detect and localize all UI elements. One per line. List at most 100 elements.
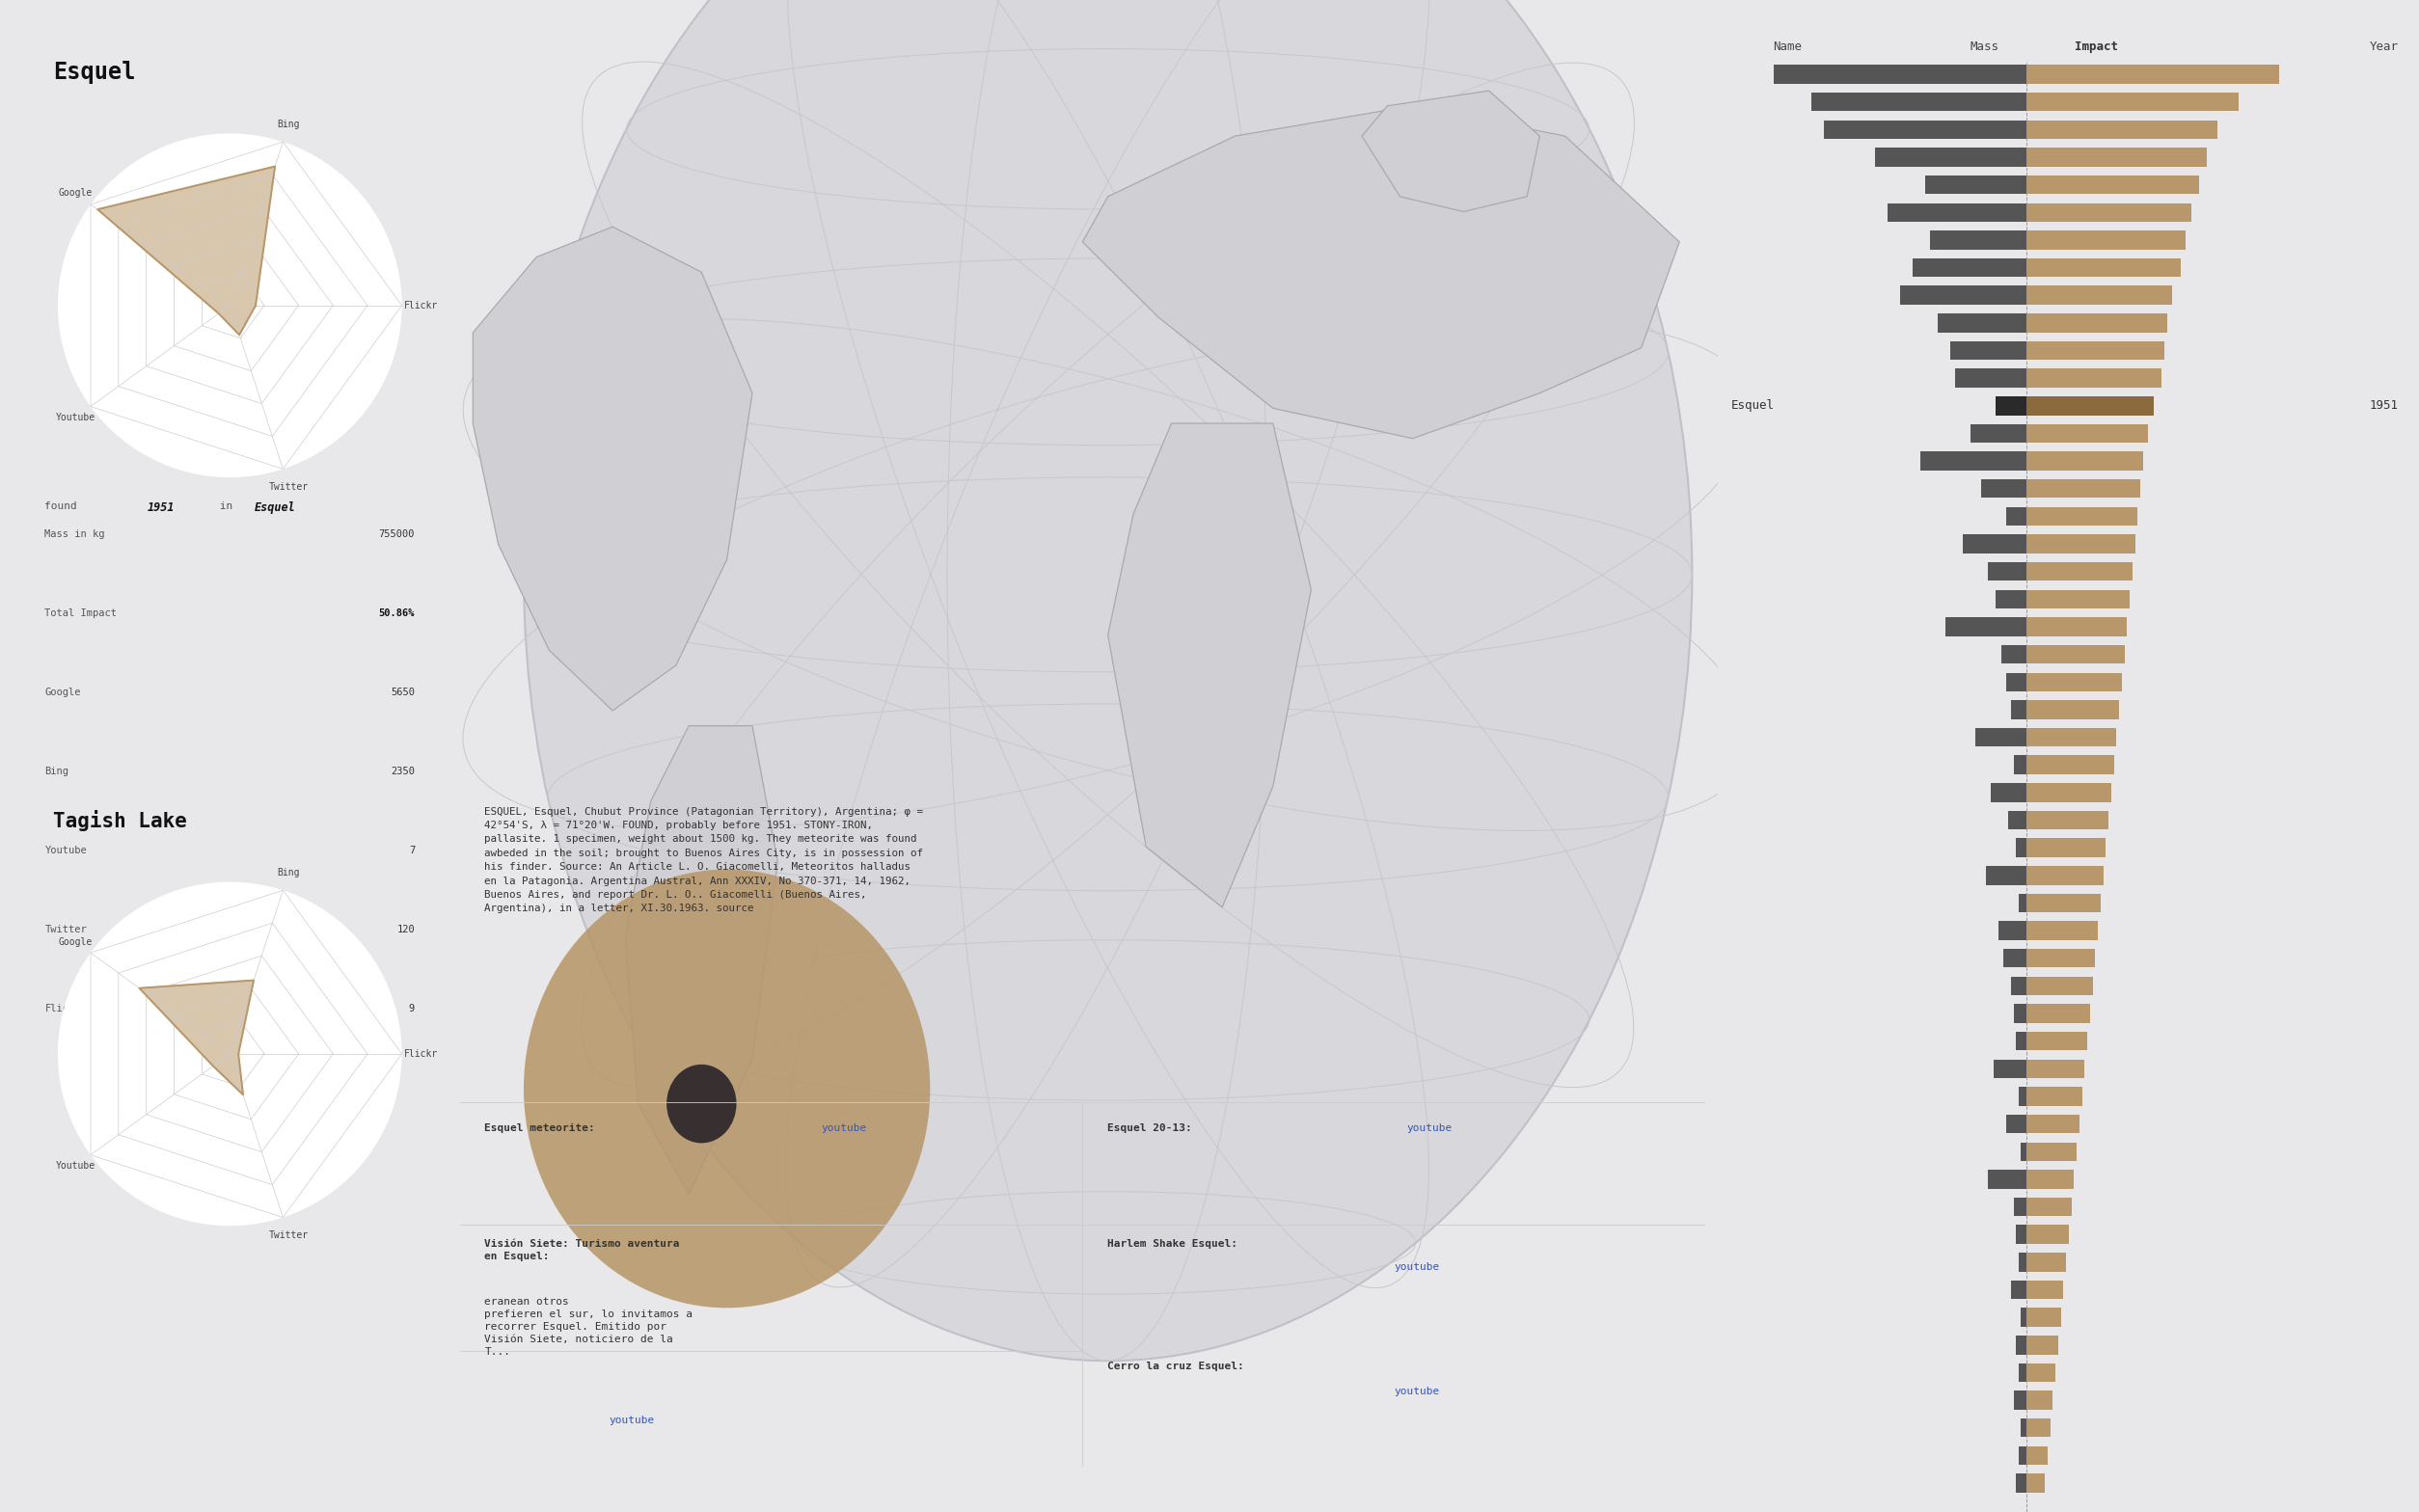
Bar bbox=[2027, 894, 2100, 912]
Bar bbox=[1955, 369, 2027, 387]
Text: 1951: 1951 bbox=[2368, 399, 2397, 413]
Text: Year: Year bbox=[2371, 41, 2397, 53]
Bar bbox=[2017, 1364, 2027, 1382]
Text: Mass: Mass bbox=[1969, 41, 1998, 53]
Bar bbox=[2010, 977, 2027, 995]
Bar bbox=[2022, 1308, 2027, 1326]
Bar bbox=[2027, 646, 2124, 664]
Bar bbox=[2013, 756, 2027, 774]
Text: Total Impact: Total Impact bbox=[46, 608, 116, 618]
Bar bbox=[1998, 921, 2027, 940]
Text: Harlem Shake Esquel:: Harlem Shake Esquel: bbox=[1108, 1238, 1243, 1249]
Bar bbox=[2027, 423, 2148, 443]
Bar bbox=[1913, 259, 2027, 277]
Text: 120: 120 bbox=[397, 924, 416, 934]
Polygon shape bbox=[97, 166, 276, 334]
Bar bbox=[2003, 950, 2027, 968]
Text: Esquel: Esquel bbox=[1732, 399, 1776, 413]
Bar bbox=[2027, 1225, 2068, 1244]
Bar bbox=[1976, 727, 2027, 747]
Bar bbox=[2027, 1142, 2076, 1161]
Bar bbox=[2027, 1031, 2088, 1051]
Bar bbox=[2027, 617, 2126, 637]
Bar bbox=[2027, 977, 2092, 995]
Text: 755000: 755000 bbox=[380, 529, 416, 538]
Text: youtube: youtube bbox=[1393, 1387, 1439, 1396]
Bar bbox=[2005, 507, 2027, 526]
Bar bbox=[2027, 535, 2136, 553]
Polygon shape bbox=[1362, 91, 1538, 212]
Text: youtube: youtube bbox=[1393, 1263, 1439, 1272]
Bar bbox=[2027, 231, 2187, 249]
Text: ESQUEL, Esquel, Chubut Province (Patagonian Territory), Argentina; φ =
42°54'S, : ESQUEL, Esquel, Chubut Province (Patagon… bbox=[484, 807, 924, 913]
Bar bbox=[2027, 727, 2117, 747]
Text: Visión Siete: Turismo aventura
en Esquel:: Visión Siete: Turismo aventura en Esquel… bbox=[484, 1238, 680, 1261]
Bar bbox=[2027, 1445, 2046, 1465]
Text: Esquel: Esquel bbox=[53, 60, 135, 85]
Bar bbox=[2027, 950, 2095, 968]
Bar bbox=[1964, 535, 2027, 553]
Bar bbox=[2017, 1252, 2027, 1272]
Bar bbox=[1945, 617, 2027, 637]
Ellipse shape bbox=[523, 869, 929, 1308]
Bar bbox=[2010, 1281, 2027, 1299]
Bar bbox=[2027, 783, 2112, 801]
Bar bbox=[2027, 203, 2192, 222]
Bar bbox=[1981, 479, 2027, 497]
Bar bbox=[1950, 342, 2027, 360]
Bar bbox=[1988, 1170, 2027, 1188]
Bar bbox=[2005, 1114, 2027, 1134]
Bar bbox=[2027, 1060, 2085, 1078]
Bar bbox=[2027, 810, 2109, 830]
Bar bbox=[1875, 148, 2027, 166]
Text: 2350: 2350 bbox=[392, 767, 416, 776]
Text: Esquel meteorite:: Esquel meteorite: bbox=[484, 1123, 602, 1132]
Text: Esquel 20-13:: Esquel 20-13: bbox=[1108, 1123, 1197, 1132]
Bar bbox=[1887, 203, 2027, 222]
Bar bbox=[1993, 1060, 2027, 1078]
Bar bbox=[2027, 700, 2119, 720]
Bar bbox=[2027, 1170, 2073, 1188]
Bar bbox=[2017, 1445, 2027, 1465]
Polygon shape bbox=[140, 980, 254, 1095]
Polygon shape bbox=[1081, 106, 1679, 438]
Bar bbox=[2027, 119, 2218, 139]
Bar bbox=[2010, 700, 2027, 720]
Bar bbox=[1930, 231, 2027, 249]
Bar bbox=[1938, 313, 2027, 333]
Bar bbox=[2027, 921, 2097, 940]
Bar bbox=[2027, 1252, 2066, 1272]
Bar bbox=[2005, 673, 2027, 691]
Bar bbox=[2027, 1087, 2083, 1105]
Bar bbox=[2022, 1142, 2027, 1161]
Bar bbox=[2015, 1225, 2027, 1244]
Bar bbox=[1971, 423, 2027, 443]
Bar bbox=[2027, 1391, 2054, 1409]
Text: found: found bbox=[46, 502, 85, 511]
Bar bbox=[2027, 369, 2163, 387]
Bar bbox=[2015, 1474, 2027, 1492]
Bar bbox=[2027, 175, 2199, 194]
Bar bbox=[2027, 507, 2138, 526]
Text: Youtube: Youtube bbox=[46, 845, 87, 856]
Bar bbox=[2027, 1114, 2080, 1134]
Bar bbox=[1996, 590, 2027, 608]
Bar bbox=[2022, 1418, 2027, 1438]
Bar bbox=[2027, 479, 2141, 497]
Bar bbox=[2013, 1391, 2027, 1409]
Text: Twitter: Twitter bbox=[46, 924, 87, 934]
Bar bbox=[1996, 396, 2027, 416]
Bar bbox=[2027, 259, 2180, 277]
Bar bbox=[2027, 92, 2240, 112]
Bar bbox=[2027, 1281, 2063, 1299]
Bar bbox=[2027, 1308, 2061, 1326]
Ellipse shape bbox=[668, 1064, 735, 1143]
Bar bbox=[2013, 1198, 2027, 1216]
Bar bbox=[2027, 866, 2102, 885]
Bar bbox=[1986, 866, 2027, 885]
Bar bbox=[1921, 452, 2027, 470]
Bar bbox=[2027, 1418, 2049, 1438]
Bar bbox=[2027, 313, 2167, 333]
Bar bbox=[2015, 838, 2027, 857]
Bar bbox=[2015, 1031, 2027, 1051]
